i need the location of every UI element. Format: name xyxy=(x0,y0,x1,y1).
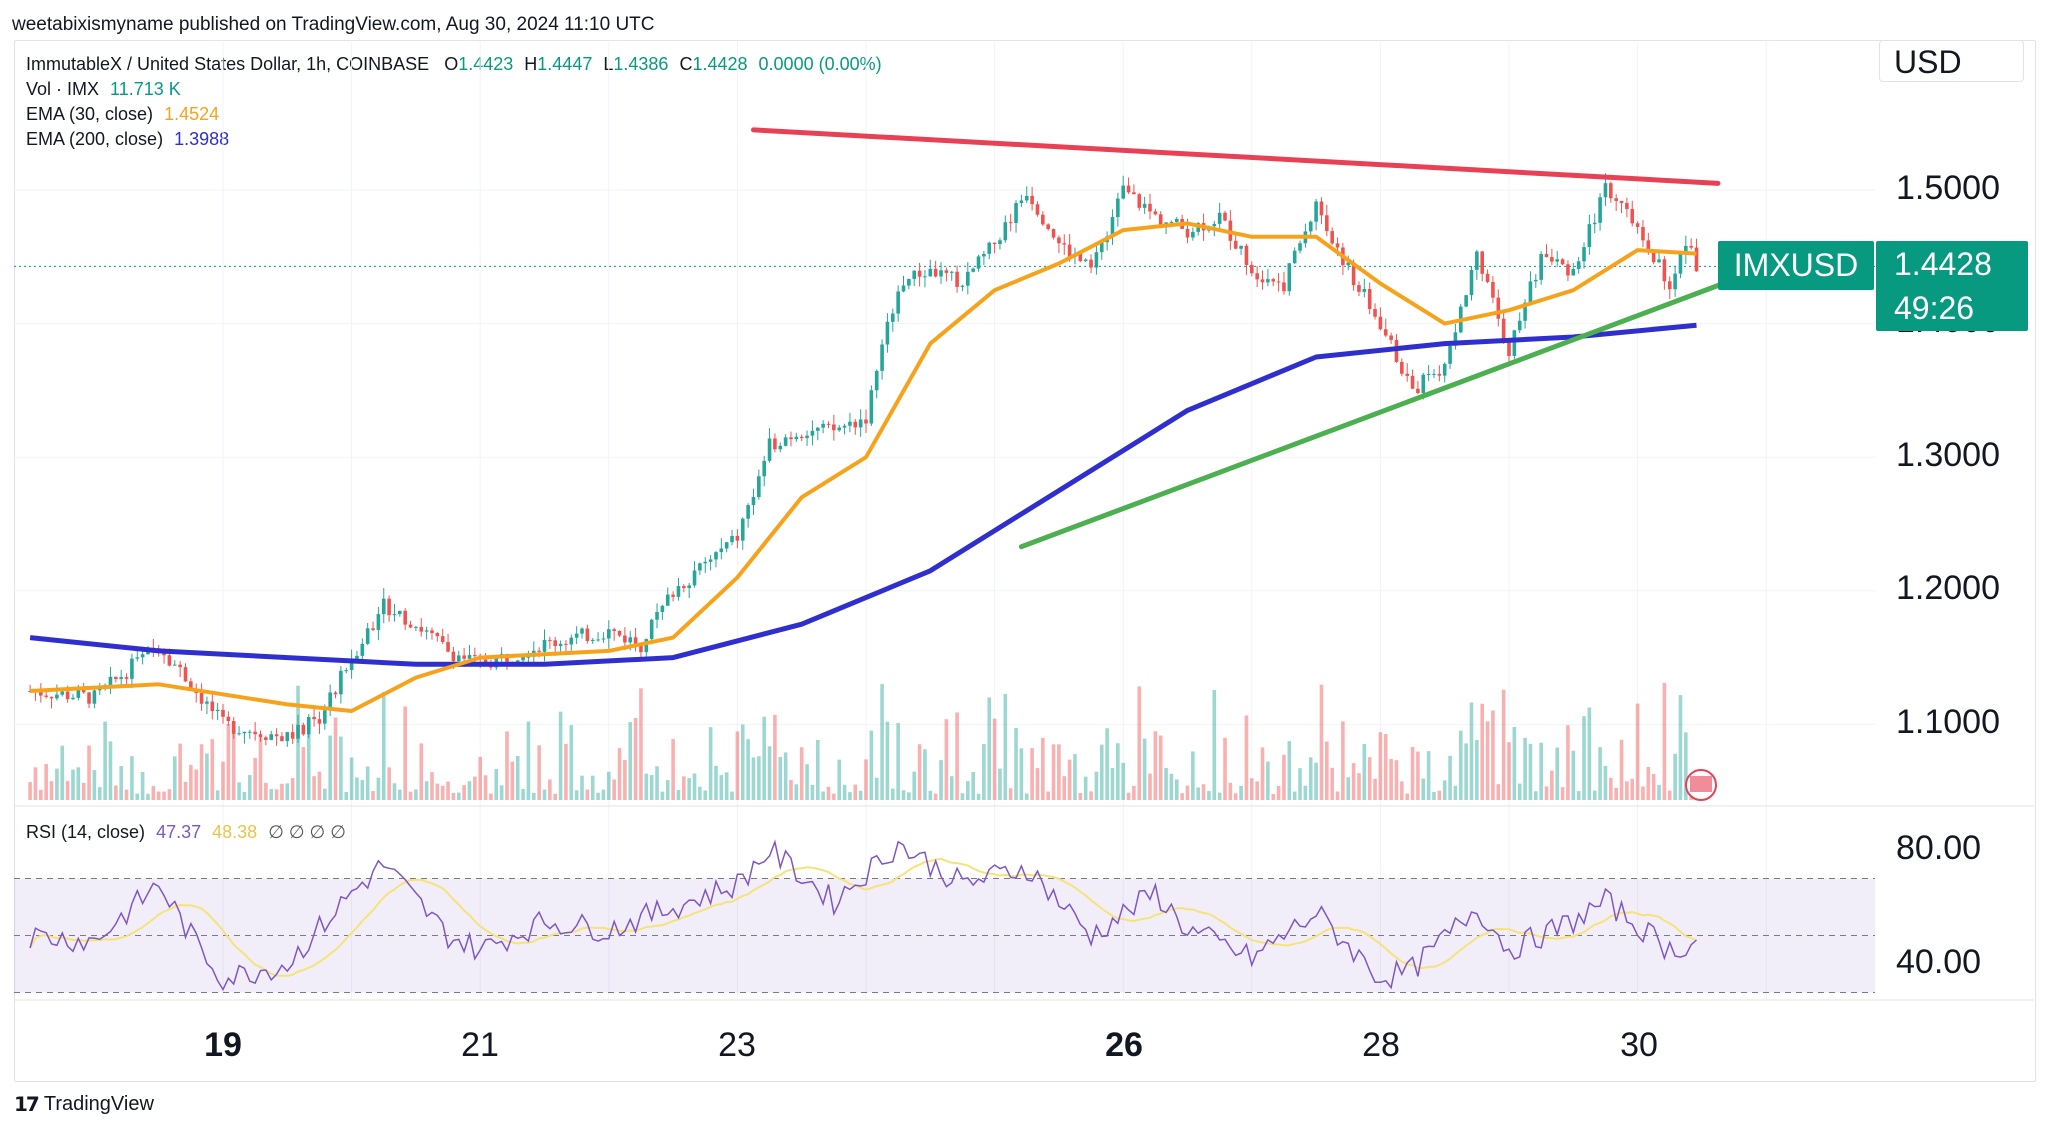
symbol-tag: IMXUSD xyxy=(1718,241,1874,290)
volume-value: 11.713 K xyxy=(110,79,181,99)
price-tick-1.3000: 1.3000 xyxy=(1896,436,2000,474)
tradingview-footer[interactable]: 𝟭𝟳 TradingView xyxy=(14,1092,154,1117)
price-tick-1.5000: 1.5000 xyxy=(1896,169,2000,207)
high-label: H xyxy=(524,54,538,74)
time-tick-28: 28 xyxy=(1362,1026,1400,1064)
time-tick-19: 19 xyxy=(204,1026,242,1064)
bar-countdown: 49:26 xyxy=(1894,290,1975,326)
price-tick-1.2000: 1.2000 xyxy=(1896,569,2000,607)
volume-legend[interactable]: Vol · IMX 11.713 K xyxy=(26,79,181,100)
tradingview-logo-icon: 𝟭𝟳 xyxy=(14,1094,40,1116)
volume-label: Vol · IMX xyxy=(26,79,100,99)
footer-brand: TradingView xyxy=(43,1093,154,1115)
time-tick-26: 26 xyxy=(1105,1026,1143,1064)
open-value: 1.4423 xyxy=(458,54,514,74)
rsi-ma-value: 48.38 xyxy=(212,822,258,842)
price-tick-1.1000: 1.1000 xyxy=(1896,703,2000,741)
ema200-value: 1.3988 xyxy=(174,129,230,149)
rsi-tick-80: 80.00 xyxy=(1896,829,1982,867)
ema30-label: EMA (30, close) xyxy=(26,104,154,124)
symbol-legend[interactable]: ImmutableX / United States Dollar, 1h, C… xyxy=(26,54,882,75)
rsi-label: RSI (14, close) xyxy=(26,822,146,842)
change-value: 0.0000 (0.00%) xyxy=(758,54,882,74)
low-label: L xyxy=(603,54,614,74)
high-value: 1.4447 xyxy=(537,54,593,74)
ema30-legend[interactable]: EMA (30, close) 1.4524 xyxy=(26,104,219,125)
rsi-legend[interactable]: RSI (14, close) 47.37 48.38 ∅ ∅ ∅ ∅ xyxy=(26,822,346,843)
rsi-tick-40: 40.00 xyxy=(1896,943,1982,981)
rsi-extra-values: ∅ ∅ ∅ ∅ xyxy=(268,822,346,842)
rsi-value: 47.37 xyxy=(156,822,202,842)
time-tick-23: 23 xyxy=(718,1026,756,1064)
time-tick-21: 21 xyxy=(461,1026,499,1064)
currency-button[interactable]: USD xyxy=(1879,40,2024,82)
last-price-value: 1.4428 xyxy=(1894,246,1992,282)
ema200-label: EMA (200, close) xyxy=(26,129,164,149)
ema200-legend[interactable]: EMA (200, close) 1.3988 xyxy=(26,129,229,150)
ema30-value: 1.4524 xyxy=(164,104,220,124)
time-tick-30: 30 xyxy=(1620,1026,1658,1064)
chart-frame xyxy=(14,40,2036,1082)
open-label: O xyxy=(444,54,459,74)
last-price-tag: 1.4428 49:26 xyxy=(1876,241,2028,331)
published-line: weetabixismyname published on TradingVie… xyxy=(12,14,655,35)
low-value: 1.4386 xyxy=(613,54,669,74)
close-value: 1.4428 xyxy=(692,54,748,74)
close-label: C xyxy=(679,54,693,74)
symbol-title: ImmutableX / United States Dollar, 1h, C… xyxy=(26,54,430,74)
